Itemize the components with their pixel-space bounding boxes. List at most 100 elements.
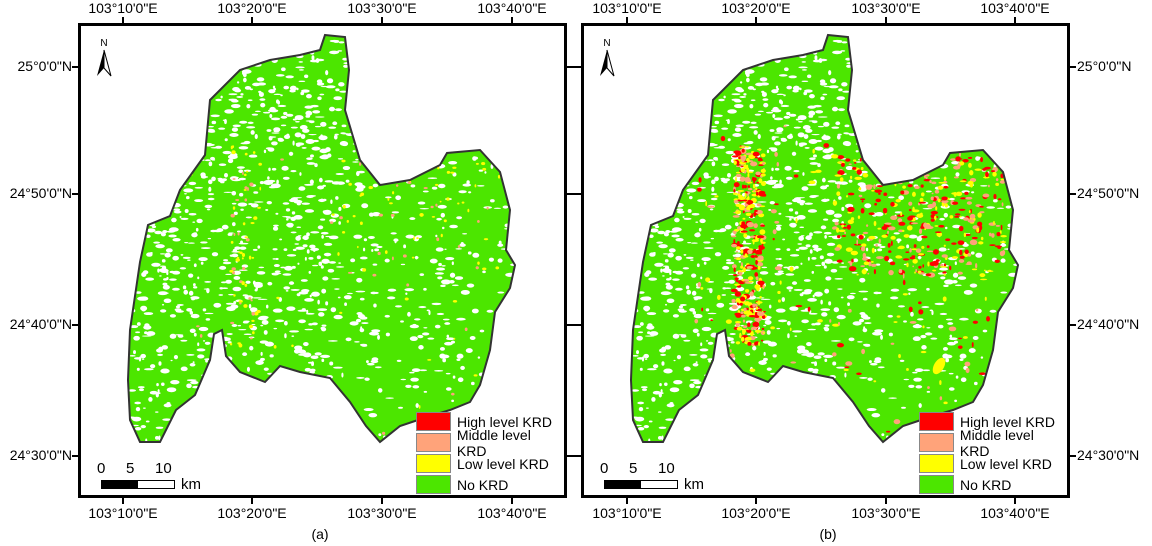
tick bbox=[885, 17, 887, 23]
tick bbox=[755, 17, 757, 23]
legend-item: No KRD bbox=[416, 474, 564, 495]
lat-label-left: 24°40'0"N bbox=[9, 316, 72, 332]
tick bbox=[72, 66, 78, 68]
tick bbox=[1070, 66, 1076, 68]
map-panel-a: N High level KRD Middle level KRD Low level… bbox=[78, 23, 567, 498]
legend-swatch bbox=[416, 433, 451, 452]
lon-label-bottom: 103°30'0"E bbox=[851, 505, 921, 521]
tick bbox=[122, 498, 124, 504]
scale-tick-label: 5 bbox=[629, 460, 638, 477]
tick bbox=[885, 498, 887, 504]
legend-item: High level KRD bbox=[416, 411, 564, 432]
tick bbox=[381, 498, 383, 504]
legend-label: Middle level KRD bbox=[456, 426, 531, 459]
map-b bbox=[629, 33, 1020, 444]
tick bbox=[755, 498, 757, 504]
tick bbox=[72, 324, 78, 326]
tick bbox=[1070, 455, 1076, 457]
tick bbox=[511, 17, 513, 23]
scale-unit: km bbox=[181, 476, 201, 493]
tick bbox=[72, 455, 78, 457]
scale-tick-label: 10 bbox=[155, 460, 172, 477]
tick bbox=[251, 17, 253, 23]
tick bbox=[1070, 324, 1076, 326]
scale-unit: km bbox=[684, 476, 704, 493]
scale-tick-label: 0 bbox=[97, 460, 106, 477]
scale-bar bbox=[101, 480, 175, 489]
legend-item: Low level KRD bbox=[919, 453, 1067, 474]
legend-label: High level KRD bbox=[960, 413, 1055, 430]
lon-label-top: 103°30'0"E bbox=[347, 0, 417, 16]
lat-label-right: 25°0'0"N bbox=[1077, 58, 1132, 74]
lon-label-bottom: 103°20'0"E bbox=[217, 505, 287, 521]
tick bbox=[626, 498, 628, 504]
legend: High level KRD Middle level KRD Low level … bbox=[416, 411, 564, 495]
north-arrow-icon: N bbox=[93, 36, 115, 80]
legend-label: Low level KRD bbox=[457, 455, 549, 472]
lat-label-left: 25°0'0"N bbox=[17, 58, 73, 74]
lat-label-left: 24°50'0"N bbox=[9, 185, 72, 201]
caption-a: (a) bbox=[311, 526, 329, 542]
legend-swatch bbox=[416, 454, 451, 473]
no-krd-area bbox=[128, 35, 515, 442]
legend-item: High level KRD bbox=[919, 411, 1067, 432]
no-krd-area bbox=[631, 35, 1018, 442]
legend-swatch bbox=[919, 433, 954, 452]
tick bbox=[72, 193, 78, 195]
lon-label-top: 103°10'0"E bbox=[88, 0, 158, 16]
lon-label-top: 103°30'0"E bbox=[851, 0, 921, 16]
tick bbox=[1014, 17, 1016, 23]
lon-label-top: 103°10'0"E bbox=[592, 0, 662, 16]
tick bbox=[567, 193, 581, 195]
lon-label-top: 103°40'0"E bbox=[477, 0, 547, 16]
lon-label-bottom: 103°20'0"E bbox=[721, 505, 791, 521]
land-cover-patches bbox=[128, 39, 515, 442]
tick bbox=[381, 17, 383, 23]
legend-item: Low level KRD bbox=[416, 453, 564, 474]
tick bbox=[511, 498, 513, 504]
legend-swatch bbox=[416, 412, 451, 431]
legend-swatch bbox=[919, 475, 954, 494]
north-arrow-icon: N bbox=[596, 36, 618, 80]
lon-label-bottom: 103°10'0"E bbox=[88, 505, 158, 521]
legend-label: No KRD bbox=[960, 476, 1012, 493]
lon-label-top: 103°40'0"E bbox=[980, 0, 1050, 16]
legend-swatch bbox=[919, 412, 954, 431]
legend-label: No KRD bbox=[457, 476, 509, 493]
tick bbox=[1014, 498, 1016, 504]
lat-label-right: 24°50'0"N bbox=[1077, 185, 1140, 201]
lat-label-right: 24°30'0"N bbox=[1077, 447, 1140, 463]
north-label: N bbox=[100, 38, 107, 49]
tick bbox=[626, 17, 628, 23]
scale-bar-black bbox=[102, 481, 138, 488]
land-cover-patches bbox=[631, 39, 1018, 442]
scale-tick-label: 5 bbox=[126, 460, 135, 477]
tick bbox=[567, 66, 581, 68]
scale-bar-black bbox=[605, 481, 641, 488]
legend: High level KRD Middle level KRD Low level … bbox=[919, 411, 1067, 495]
legend-item: No KRD bbox=[919, 474, 1067, 495]
map-a bbox=[126, 33, 517, 444]
legend-label: High level KRD bbox=[457, 413, 552, 430]
legend-label: Middle level KRD bbox=[959, 426, 1034, 459]
region-boundary bbox=[126, 33, 517, 444]
north-label: N bbox=[603, 38, 610, 49]
region-boundary bbox=[629, 33, 1020, 444]
legend-item: Middle level KRD bbox=[919, 427, 1067, 459]
lon-label-top: 103°20'0"E bbox=[217, 0, 287, 16]
legend-swatch bbox=[919, 454, 954, 473]
map-panel-b: N High level KRD Middle level KRD Low level… bbox=[581, 23, 1070, 498]
tick bbox=[567, 455, 581, 457]
scale-tick-label: 0 bbox=[600, 460, 609, 477]
lat-label-right: 24°40'0"N bbox=[1077, 316, 1140, 332]
lon-label-bottom: 103°30'0"E bbox=[347, 505, 417, 521]
lat-label-left: 24°30'0"N bbox=[9, 447, 72, 463]
caption-b: (b) bbox=[819, 526, 837, 542]
tick bbox=[1070, 193, 1076, 195]
tick bbox=[122, 17, 124, 23]
lon-label-bottom: 103°10'0"E bbox=[592, 505, 662, 521]
lon-label-bottom: 103°40'0"E bbox=[980, 505, 1050, 521]
tick bbox=[251, 498, 253, 504]
tick bbox=[567, 324, 581, 326]
